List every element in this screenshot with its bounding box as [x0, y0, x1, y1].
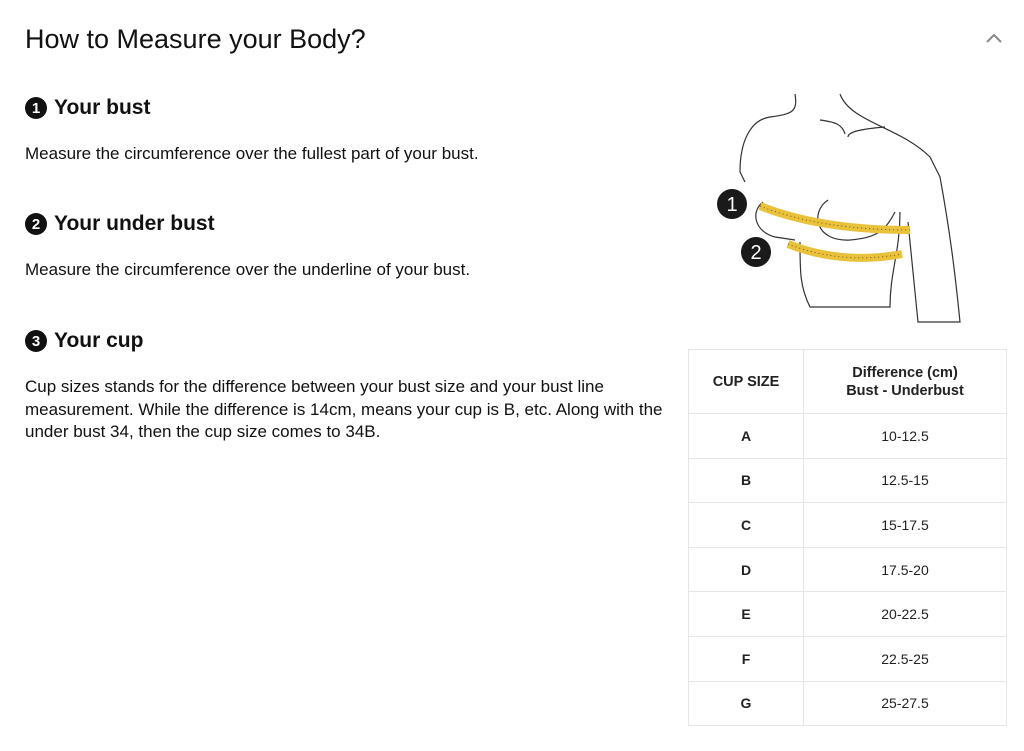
heading-text: Your under bust — [54, 212, 215, 235]
marker-1 — [717, 189, 747, 219]
bust-measurement-illustration: 1 2 — [717, 93, 961, 323]
difference-cell: 20-22.5 — [803, 591, 1007, 637]
cup-size-table: CUP SIZE Difference (cm) Bust - Underbust… — [688, 349, 1007, 727]
section-heading-bust: 1 Your bust — [25, 96, 150, 120]
cup-cell: C — [688, 502, 804, 548]
table-header-row: CUP SIZE Difference (cm) Bust - Underbust — [688, 349, 1007, 414]
page-title: How to Measure your Body? — [25, 24, 366, 54]
section-heading-cup: 3 Your cup — [25, 329, 143, 353]
section-heading-under-bust: 2 Your under bust — [25, 212, 215, 236]
section-text-under-bust: Measure the circumference over the under… — [25, 260, 471, 279]
number-badge: 3 — [25, 330, 47, 352]
header-difference: Difference (cm) Bust - Underbust — [803, 349, 1007, 414]
header-cup-size: CUP SIZE — [688, 349, 804, 414]
table-row: D 17.5-20 — [688, 546, 1007, 593]
heading-text: Your cup — [54, 329, 144, 352]
table-row: E 20-22.5 — [688, 591, 1007, 637]
marker-2 — [741, 237, 771, 267]
difference-cell: 15-17.5 — [803, 502, 1007, 548]
cup-cell: D — [688, 546, 804, 593]
table-row: A 10-12.5 — [688, 413, 1007, 459]
cup-cell: G — [688, 680, 804, 727]
difference-cell: 12.5-15 — [803, 457, 1007, 504]
cup-cell: F — [688, 635, 804, 682]
number-badge: 1 — [25, 97, 47, 119]
table-row: F 22.5-25 — [688, 635, 1007, 682]
svg-text:1: 1 — [726, 194, 737, 216]
table-row: G 25-27.5 — [688, 680, 1007, 727]
chevron-up-icon[interactable] — [983, 30, 1005, 46]
section-text-cup: Cup sizes stands for the difference betw… — [25, 377, 663, 441]
table-row: C 15-17.5 — [688, 502, 1007, 548]
difference-cell: 10-12.5 — [803, 413, 1007, 459]
difference-cell: 25-27.5 — [803, 680, 1007, 727]
heading-text: Your bust — [54, 96, 151, 119]
difference-cell: 17.5-20 — [803, 546, 1007, 593]
cup-cell: A — [688, 413, 804, 459]
cup-cell: B — [688, 457, 804, 504]
table-row: B 12.5-15 — [688, 457, 1007, 504]
difference-cell: 22.5-25 — [803, 635, 1007, 682]
number-badge: 2 — [25, 213, 47, 235]
section-text-bust: Measure the circumference over the fulle… — [25, 144, 479, 163]
svg-text:2: 2 — [750, 242, 761, 264]
cup-cell: E — [688, 591, 804, 637]
